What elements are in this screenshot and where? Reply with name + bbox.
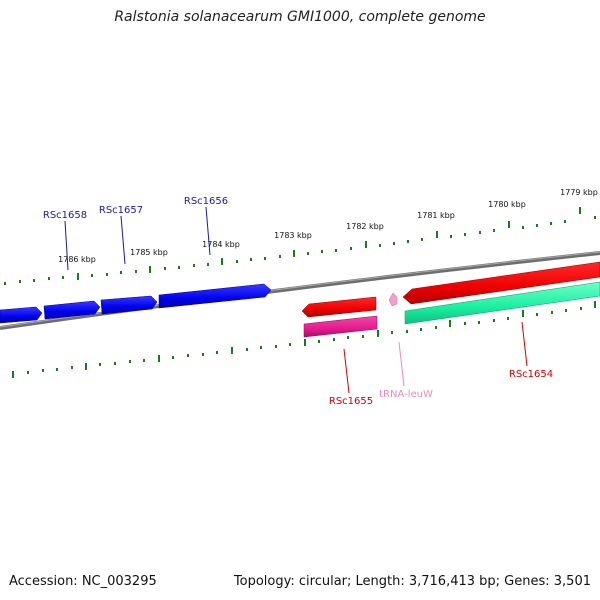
leader-rsc1654 (521, 321, 528, 367)
gene-label-rsc1655[interactable]: RSc1655 (329, 396, 373, 407)
leader-trna-leuw (398, 341, 405, 387)
gene-arrow-rsc1656[interactable] (158, 283, 272, 309)
leader-rsc1655 (343, 348, 350, 394)
lower-tick-row (12, 301, 596, 378)
leader-rsc1657 (120, 215, 126, 265)
gene-labels: RSc1658 RSc1657 RSc1656 RSc1655 tRNA-leu… (43, 196, 553, 407)
scale-label: 1785 kbp (130, 248, 168, 257)
upper-minor-ticks (4, 216, 596, 285)
map-title: Ralstonia solanacearum GMI1000, complete… (114, 9, 486, 25)
gene-arrow-rsc1654-cds[interactable] (404, 281, 600, 325)
leader-rsc1658 (64, 220, 69, 271)
gene-arrow-rsc1654[interactable] (402, 261, 600, 305)
scale-label: 1780 kbp (488, 200, 526, 209)
reverse-strand-genes (0, 283, 272, 324)
genome-backbone (0, 251, 600, 330)
scale-label: 1779 kbp (560, 188, 598, 197)
upper-tick-row (4, 207, 596, 285)
gene-label-rsc1658[interactable]: RSc1658 (43, 210, 87, 221)
gene-label-rsc1657[interactable]: RSc1657 (99, 205, 143, 216)
gene-label-rsc1654[interactable]: RSc1654 (509, 369, 553, 380)
scale-label: 1784 kbp (202, 240, 240, 249)
gene-arrow-rsc1657[interactable] (100, 295, 158, 315)
upper-major-ticks (77, 207, 581, 280)
label-leaders (64, 206, 528, 394)
genome-summary-text: Topology: circular; Length: 3,716,413 bp… (233, 574, 591, 589)
gene-arrow-rsc1655[interactable] (301, 296, 377, 318)
accession-text: Accession: NC_003295 (9, 574, 157, 589)
gene-label-trna-leuw[interactable]: tRNA-leuW (379, 389, 433, 400)
lower-minor-ticks (27, 307, 582, 374)
forward-strand-genes (301, 261, 600, 338)
scale-label: 1786 kbp (58, 255, 96, 264)
scale-label: 1781 kbp (417, 211, 455, 220)
gene-label-rsc1656[interactable]: RSc1656 (184, 196, 228, 207)
leader-rsc1656 (205, 206, 211, 256)
gene-arrow-rsc1659[interactable] (0, 306, 43, 324)
gene-arrow-rsc1655-cds[interactable] (303, 315, 378, 338)
scale-label: 1782 kbp (346, 222, 384, 231)
gene-arrow-trna-leuw[interactable] (388, 292, 398, 307)
lower-major-ticks (12, 301, 596, 378)
scale-label: 1783 kbp (274, 231, 312, 240)
gene-arrow-rsc1658[interactable] (43, 300, 101, 320)
scale-labels: 1786 kbp 1785 kbp 1784 kbp 1783 kbp 1782… (58, 188, 598, 264)
